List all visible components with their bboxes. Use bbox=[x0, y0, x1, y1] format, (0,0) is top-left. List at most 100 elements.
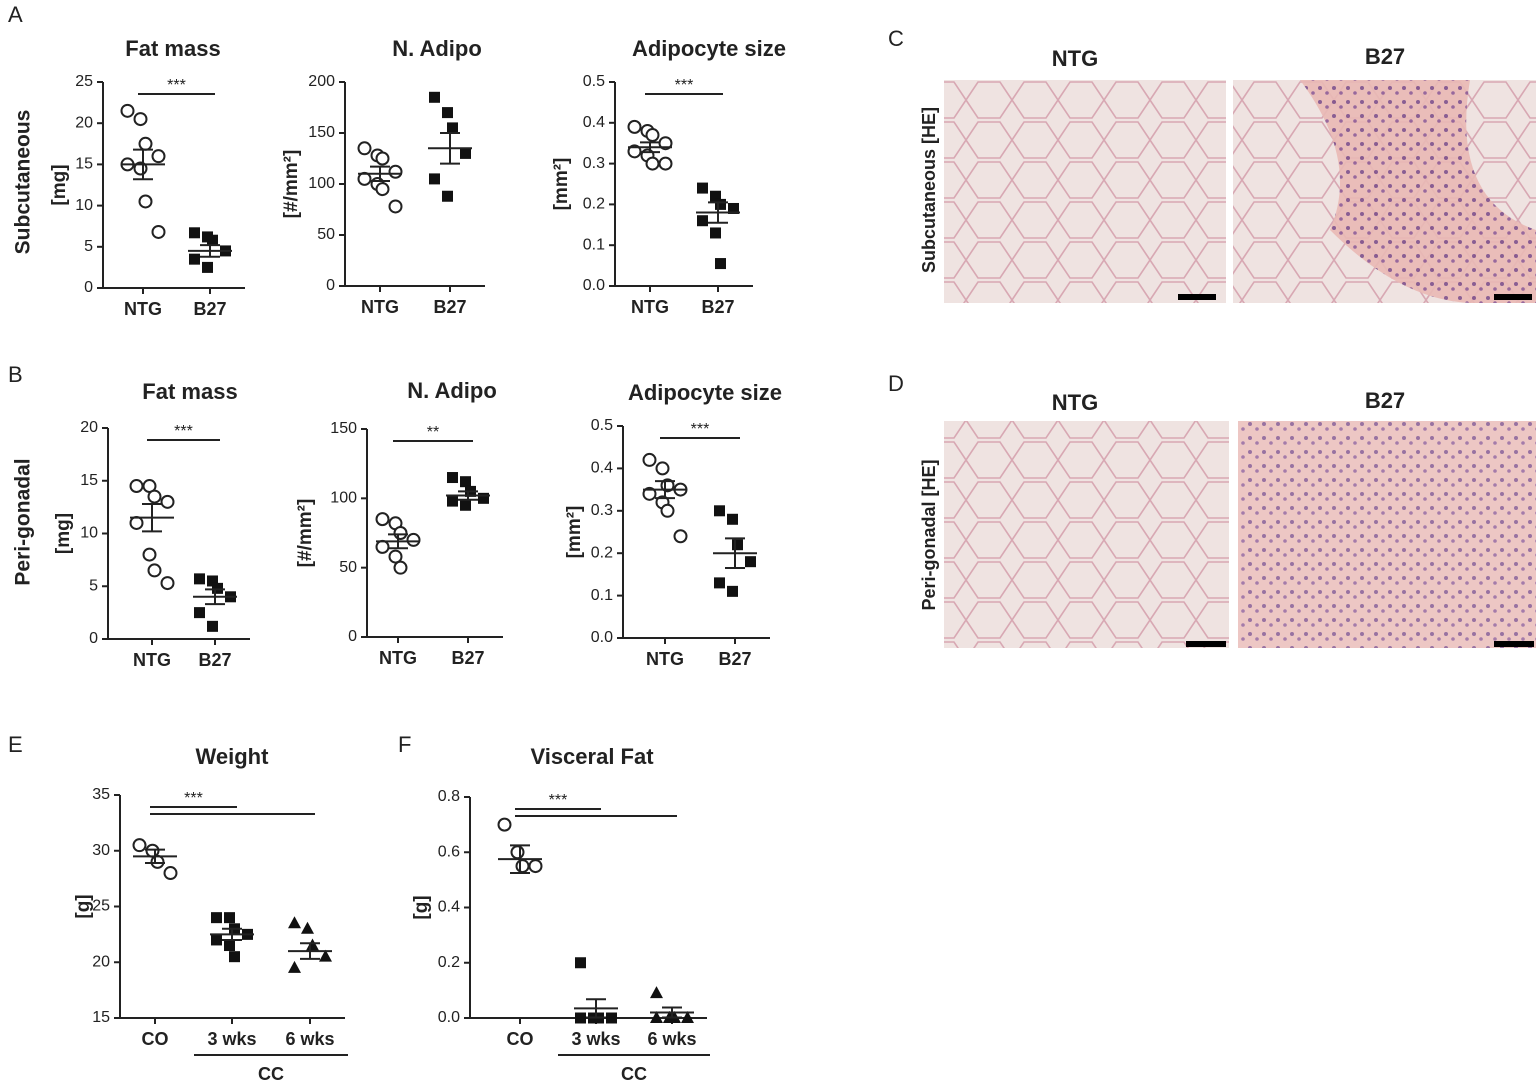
y-axis-label: [mg] bbox=[49, 164, 70, 205]
data-point bbox=[697, 215, 708, 227]
data-point bbox=[388, 164, 403, 179]
data-point bbox=[658, 156, 673, 171]
y-axis-label: [#/mm²] bbox=[281, 150, 302, 219]
data-point bbox=[655, 461, 670, 476]
y-tick-label: 150 bbox=[308, 124, 335, 141]
data-point bbox=[202, 261, 213, 273]
y-tick-label: 0.4 bbox=[591, 460, 613, 477]
scale-bar bbox=[1178, 294, 1216, 300]
data-point bbox=[375, 151, 390, 166]
data-point bbox=[388, 549, 403, 564]
histology-label: Peri-gonadal [HE] bbox=[919, 459, 939, 610]
x-tick-label: 3 wks bbox=[571, 1029, 620, 1049]
data-point bbox=[515, 859, 530, 874]
data-point bbox=[147, 489, 162, 504]
y-tick-label: 0.3 bbox=[591, 502, 613, 519]
y-tick-label: 20 bbox=[92, 953, 110, 970]
y-tick-label: 15 bbox=[92, 1009, 110, 1026]
histology-title: B27 bbox=[1365, 388, 1405, 413]
scale-bar bbox=[1494, 641, 1534, 647]
y-tick-label: 25 bbox=[75, 73, 93, 90]
y-tick-label: 0 bbox=[89, 630, 98, 647]
data-point bbox=[497, 817, 512, 832]
significance-label: *** bbox=[691, 421, 710, 438]
data-point bbox=[160, 494, 175, 509]
chart-title: Fat mass bbox=[125, 36, 220, 61]
data-point bbox=[224, 940, 235, 952]
y-tick-label: 15 bbox=[80, 472, 98, 489]
y-tick-label: 0.2 bbox=[583, 196, 605, 213]
y-tick-label: 0.8 bbox=[438, 788, 460, 805]
y-axis-label: [mm²] bbox=[551, 158, 572, 211]
group-label: CC bbox=[258, 1064, 284, 1084]
panel-letter: B bbox=[8, 362, 23, 387]
y-tick-label: 0.1 bbox=[591, 587, 613, 604]
data-point bbox=[745, 556, 756, 568]
y-tick-label: 15 bbox=[75, 156, 93, 173]
chart-title: N. Adipo bbox=[392, 36, 482, 61]
panel-letter: F bbox=[398, 732, 411, 757]
significance-label: *** bbox=[184, 790, 203, 807]
data-point bbox=[447, 495, 458, 507]
x-tick-label: B27 bbox=[193, 299, 226, 319]
data-point bbox=[642, 452, 657, 467]
x-tick-label: B27 bbox=[718, 649, 751, 669]
data-point bbox=[207, 234, 218, 246]
y-tick-label: 0.3 bbox=[583, 155, 605, 172]
y-tick-label: 5 bbox=[89, 577, 98, 594]
y-tick-label: 0 bbox=[348, 628, 357, 645]
data-point bbox=[189, 253, 200, 265]
y-tick-label: 0 bbox=[84, 279, 93, 296]
x-tick-label: NTG bbox=[133, 650, 171, 670]
y-tick-label: 0.5 bbox=[591, 417, 613, 434]
y-tick-label: 0.0 bbox=[583, 277, 605, 294]
data-point bbox=[207, 620, 218, 632]
data-point bbox=[727, 513, 738, 525]
data-point bbox=[150, 854, 165, 869]
data-point bbox=[732, 539, 743, 551]
data-point bbox=[129, 479, 144, 494]
data-point bbox=[393, 526, 408, 540]
data-point bbox=[224, 912, 235, 924]
data-point bbox=[447, 472, 458, 484]
data-point bbox=[627, 119, 642, 134]
data-point bbox=[681, 1011, 694, 1023]
y-axis-label: [mg] bbox=[53, 513, 74, 554]
data-point bbox=[393, 560, 408, 575]
data-point bbox=[138, 136, 153, 151]
data-point bbox=[429, 173, 440, 185]
y-tick-label: 200 bbox=[308, 73, 335, 90]
x-tick-label: NTG bbox=[646, 649, 684, 669]
data-point bbox=[710, 227, 721, 239]
data-point bbox=[697, 182, 708, 194]
y-tick-label: 50 bbox=[339, 559, 357, 576]
significance-label: ** bbox=[427, 424, 439, 441]
x-tick-label: B27 bbox=[701, 297, 734, 317]
data-point bbox=[650, 1011, 663, 1023]
y-tick-label: 30 bbox=[92, 842, 110, 859]
data-point bbox=[460, 476, 471, 488]
data-point bbox=[194, 573, 205, 585]
data-point bbox=[138, 194, 153, 209]
chart-title: Adipocyte size bbox=[628, 380, 782, 405]
data-point bbox=[288, 960, 301, 973]
y-tick-label: 0.4 bbox=[438, 899, 460, 916]
y-tick-label: 0.2 bbox=[591, 544, 613, 561]
data-point bbox=[357, 141, 372, 156]
data-point bbox=[388, 199, 403, 214]
x-tick-label: NTG bbox=[361, 297, 399, 317]
data-point bbox=[151, 149, 166, 164]
data-point bbox=[714, 577, 725, 589]
data-point bbox=[673, 529, 688, 544]
y-tick-label: 5 bbox=[84, 238, 93, 255]
significance-label: *** bbox=[174, 423, 193, 440]
data-point bbox=[645, 128, 660, 143]
y-tick-label: 100 bbox=[330, 490, 357, 507]
x-tick-label: NTG bbox=[631, 297, 669, 317]
y-axis-label: [#/mm²] bbox=[295, 499, 316, 568]
y-tick-label: 0.5 bbox=[583, 73, 605, 90]
y-tick-label: 0.0 bbox=[438, 1009, 460, 1026]
histology-title: NTG bbox=[1052, 390, 1098, 415]
data-point bbox=[160, 576, 175, 591]
